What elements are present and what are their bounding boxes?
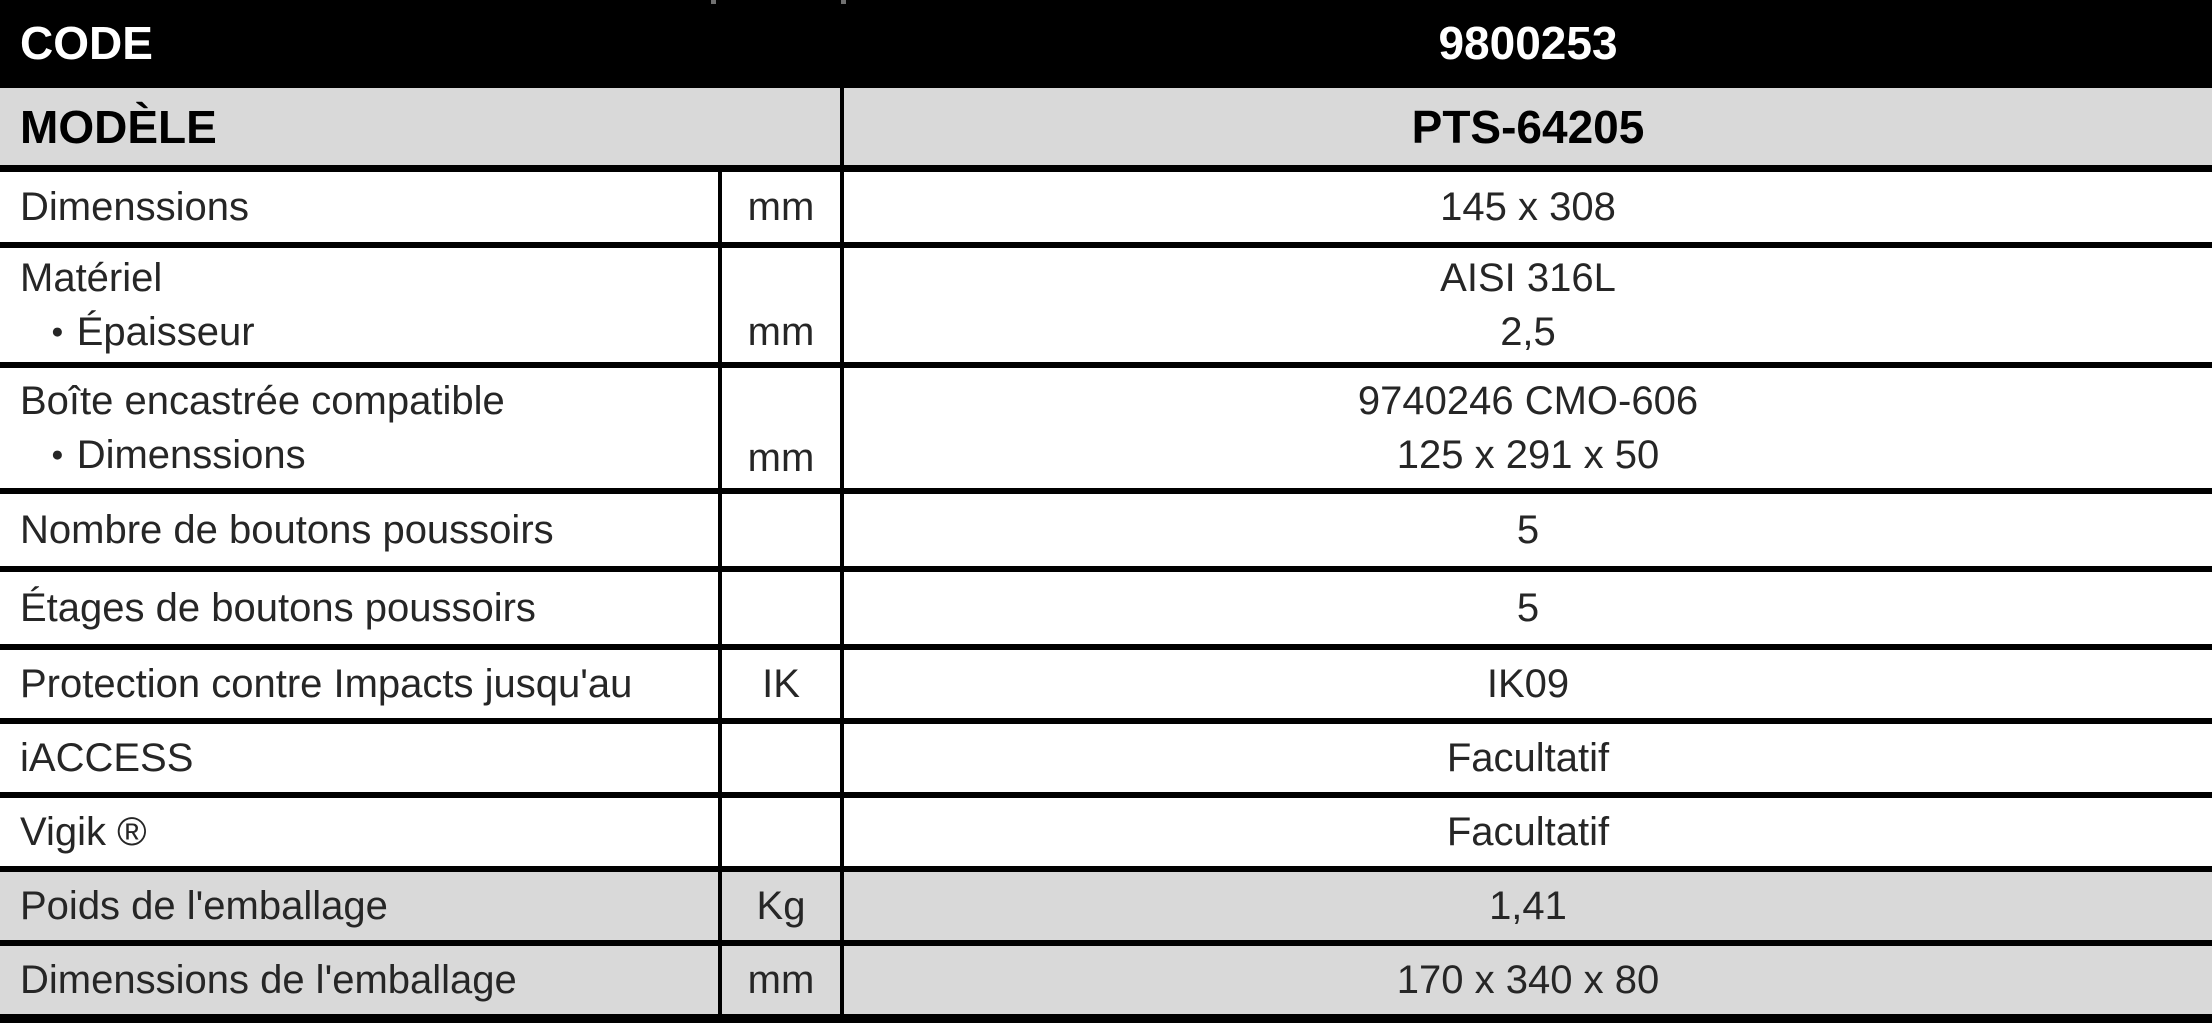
value-text: 5 — [1516, 586, 1540, 630]
value-text: 5 — [1516, 508, 1540, 552]
unit-text: mm — [747, 310, 815, 354]
row-material: Matériel ● Épaisseur mm AISI 316L 2,5 — [0, 248, 2212, 368]
label-cell: iACCESS — [0, 724, 722, 792]
label-cell: Poids de l'emballage — [0, 872, 722, 940]
row-sublabel: ● Épaisseur — [20, 305, 255, 359]
row-label: iACCESS — [20, 736, 194, 780]
label-cell: Matériel ● Épaisseur — [0, 248, 722, 362]
label-cell: Vigik ® — [0, 798, 722, 866]
row-sublabel-text: Dimenssions — [76, 433, 306, 477]
label-cell: Nombre de boutons poussoirs — [0, 494, 722, 566]
row-package-dimensions: Dimenssions de l'emballage mm 170 x 340 … — [0, 946, 2212, 1014]
unit-text: mm — [747, 958, 815, 1002]
unit-cell — [722, 572, 844, 644]
code-value: 9800253 — [1438, 17, 1618, 69]
unit-cell: mm — [722, 248, 844, 362]
unit-cell: mm — [722, 946, 844, 1014]
value-cell: 5 — [844, 494, 2212, 566]
value-cell: Facultatif — [844, 724, 2212, 792]
model-label: MODÈLE — [20, 100, 217, 153]
value-text-2: 125 x 291 x 50 — [1396, 433, 1660, 477]
row-label: Matériel — [20, 256, 163, 300]
row-impact-protection: Protection contre Impacts jusqu'au IK IK… — [0, 650, 2212, 724]
row-sublabel-text: Épaisseur — [76, 310, 255, 354]
row-code: CODE 9800253 — [0, 0, 2212, 88]
unit-cell — [722, 798, 844, 866]
model-value: PTS-64205 — [1411, 100, 1645, 153]
value-cell: AISI 316L 2,5 — [844, 248, 2212, 362]
unit-cell: IK — [722, 650, 844, 718]
unit-text: mm — [747, 436, 815, 480]
code-label-cell: CODE — [0, 0, 844, 86]
bullet-icon: ● — [51, 443, 64, 466]
row-label: Vigik ® — [20, 810, 147, 854]
row-vigik: Vigik ® Facultatif — [0, 798, 2212, 872]
label-cell: Dimenssions de l'emballage — [0, 946, 722, 1014]
row-label: Protection contre Impacts jusqu'au — [20, 662, 633, 706]
value-text: Facultatif — [1446, 810, 1610, 854]
row-label: Nombre de boutons poussoirs — [20, 508, 554, 552]
value-cell: 5 — [844, 572, 2212, 644]
value-cell: 170 x 340 x 80 — [844, 946, 2212, 1014]
value-text: 145 x 308 — [1440, 185, 1616, 229]
label-cell: Boîte encastrée compatible ● Dimenssions — [0, 368, 722, 488]
label-cell: Dimenssions — [0, 172, 722, 242]
row-dimensions: Dimenssions mm 145 x 308 — [0, 172, 2212, 248]
unit-cell: mm — [722, 172, 844, 242]
value-text-2: 2,5 — [1500, 310, 1556, 354]
top-border-remnant-left — [711, 0, 716, 4]
label-cell: Étages de boutons poussoirs — [0, 572, 722, 644]
value-cell: 145 x 308 — [844, 172, 2212, 242]
value-text: AISI 316L — [1440, 256, 1616, 300]
value-text: Facultatif — [1446, 736, 1610, 780]
code-label: CODE — [20, 17, 153, 69]
value-cell: IK09 — [844, 650, 2212, 718]
top-border-remnant-right — [841, 0, 846, 4]
row-button-count: Nombre de boutons poussoirs 5 — [0, 494, 2212, 572]
row-label: Boîte encastrée compatible — [20, 379, 505, 423]
value-cell: Facultatif — [844, 798, 2212, 866]
value-text: 9740246 CMO-606 — [1357, 379, 1699, 423]
unit-cell — [722, 494, 844, 566]
unit-cell: mm — [722, 368, 844, 488]
row-modele: MODÈLE PTS-64205 — [0, 88, 2212, 172]
value-text: 1,41 — [1489, 884, 1567, 928]
value-cell: 9740246 CMO-606 125 x 291 x 50 — [844, 368, 2212, 488]
row-button-rows: Étages de boutons poussoirs 5 — [0, 572, 2212, 650]
value-cell: 1,41 — [844, 872, 2212, 940]
value-text: IK09 — [1486, 662, 1570, 706]
value-text: 170 x 340 x 80 — [1396, 958, 1660, 1002]
row-label: Dimenssions de l'emballage — [20, 958, 517, 1002]
table-bottom-border — [0, 1014, 2212, 1023]
unit-text: mm — [747, 185, 815, 229]
row-sublabel: ● Dimenssions — [20, 428, 306, 482]
unit-text: IK — [762, 662, 800, 706]
code-value-cell: 9800253 — [844, 0, 2212, 86]
row-compatible-box: Boîte encastrée compatible ● Dimenssions… — [0, 368, 2212, 494]
row-iaccess: iACCESS Facultatif — [0, 724, 2212, 798]
label-cell: Protection contre Impacts jusqu'au — [0, 650, 722, 718]
row-label: Étages de boutons poussoirs — [20, 586, 536, 630]
bullet-icon: ● — [51, 320, 64, 343]
row-label: Dimenssions — [20, 185, 249, 229]
unit-text: Kg — [756, 884, 806, 928]
row-label: Poids de l'emballage — [20, 884, 388, 928]
unit-cell: Kg — [722, 872, 844, 940]
row-package-weight: Poids de l'emballage Kg 1,41 — [0, 872, 2212, 946]
unit-cell — [722, 724, 844, 792]
model-label-cell: MODÈLE — [0, 88, 844, 165]
model-value-cell: PTS-64205 — [844, 88, 2212, 165]
